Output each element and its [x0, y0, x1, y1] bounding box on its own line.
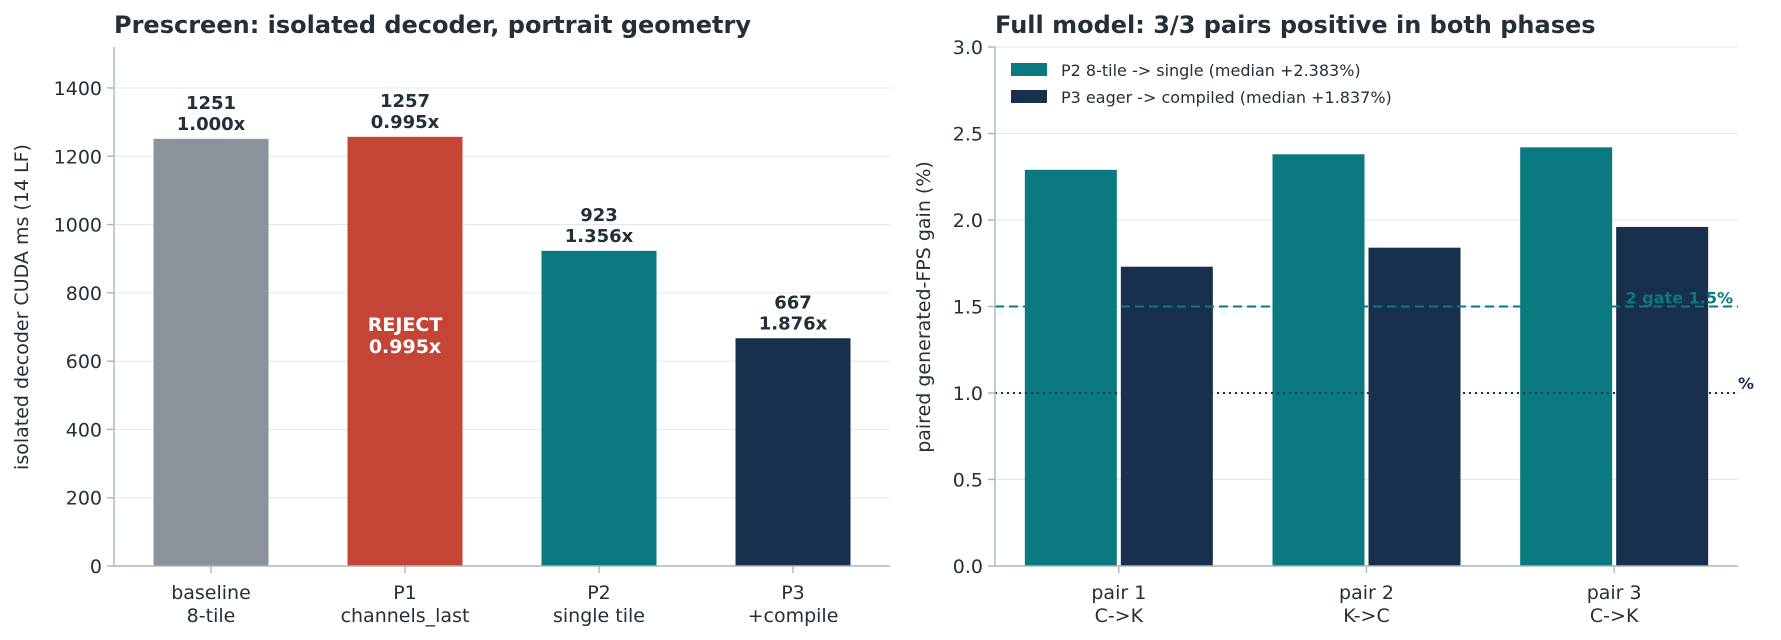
reject-label: REJECT — [368, 314, 443, 336]
right-bar-p3 — [1120, 266, 1213, 566]
right-y-tick-label: 1.5 — [953, 297, 983, 319]
right-x-tick-label: pair 3 — [1587, 582, 1642, 604]
left-value-label: 1251 — [186, 93, 236, 114]
left-x-tick-label-sub: channels_last — [341, 605, 470, 627]
reject-speedup-label: 0.995x — [369, 336, 441, 358]
left-y-tick-label: 600 — [66, 351, 102, 373]
left-bar — [735, 338, 851, 566]
right-bar-p3 — [1616, 226, 1709, 567]
left-value-label: 1257 — [380, 91, 430, 112]
left-y-ticks: 0 200 400 600 800 1000 1200 1400 — [54, 78, 114, 578]
right-y-tick-label: 2.0 — [953, 210, 983, 232]
right-y-tick-label: 0.0 — [953, 556, 983, 578]
left-speedup-label: 1.876x — [759, 313, 828, 334]
left-y-tick-label: 800 — [66, 283, 102, 305]
legend-swatch — [1011, 63, 1047, 76]
left-value-label: 667 — [774, 292, 812, 313]
left-x-tick-label: baseline — [171, 582, 251, 604]
left-y-tick-label: 200 — [66, 488, 102, 510]
p3-gate-label: P3 — [1622, 374, 1645, 393]
left-speedup-label: 1.356x — [565, 226, 634, 247]
left-chart-title: Prescreen: isolated decoder, portrait ge… — [114, 11, 751, 39]
left-bars — [153, 136, 851, 566]
left-bar — [541, 250, 657, 566]
right-y-ticks: 0.0 0.5 1.0 1.5 2.0 2.5 3.0 — [953, 37, 995, 578]
right-x-tick-label-sub: C->K — [1095, 605, 1144, 627]
left-value-label: 923 — [580, 205, 618, 226]
left-data-labels: 12511.000x12570.995x9231.356x6671.876xRE… — [177, 91, 828, 358]
right-x-tick-label: pair 2 — [1339, 582, 1394, 604]
left-y-tick-label: 400 — [66, 419, 102, 441]
left-y-tick-label: 1000 — [54, 215, 102, 237]
right-y-tick-label: 2.5 — [953, 124, 983, 146]
right-x-tick-label: pair 1 — [1091, 582, 1146, 604]
right-bar-p2 — [1024, 169, 1117, 566]
left-y-tick-label: 0 — [90, 556, 102, 578]
right-x-tick-label-sub: C->K — [1590, 605, 1639, 627]
right-legend: P2 8-tile -> single (median +2.383%) P3 e… — [1011, 61, 1392, 107]
legend-label: P2 8-tile -> single (median +2.383%) — [1061, 61, 1361, 80]
left-speedup-label: 1.000x — [177, 114, 246, 135]
left-y-axis-label: isolated decoder CUDA ms (14 LF) — [11, 144, 33, 470]
legend-label: P3 eager -> compiled (median +1.837%) — [1061, 88, 1392, 107]
right-y-tick-label: 0.5 — [953, 470, 983, 492]
left-x-tick-label: P2 — [587, 582, 611, 604]
right-x-tick-label-sub: K->C — [1343, 605, 1390, 627]
right-gridlines — [995, 46, 1738, 480]
p2-gate-label: 2 gate 1.5% — [1626, 289, 1733, 308]
right-y-tick-label: 3.0 — [953, 37, 983, 59]
left-y-tick-label: 1200 — [54, 146, 102, 168]
legend-swatch — [1011, 90, 1047, 103]
right-chart-title: Full model: 3/3 pairs positive in both p… — [995, 11, 1596, 39]
left-x-tick-label-sub: single tile — [553, 605, 645, 627]
right-y-axis-label: paired generated-FPS gain (%) — [913, 161, 935, 453]
left-x-tick-label-sub: +compile — [748, 605, 839, 627]
right-bar-p2 — [1520, 147, 1613, 566]
left-x-tick-label: P3 — [781, 582, 805, 604]
right-reference-lines: 2 gate 1.5% P3% — [995, 289, 1754, 394]
left-chart: Prescreen: isolated decoder, portrait ge… — [11, 11, 890, 627]
left-x-tick-label-sub: 8-tile — [187, 605, 236, 627]
right-bar-p3 — [1368, 247, 1461, 566]
right-chart: Full model: 3/3 pairs positive in both p… — [913, 11, 1754, 627]
left-bar — [347, 136, 463, 566]
p3-gate-label-end: % — [1738, 374, 1754, 393]
right-y-tick-label: 1.0 — [953, 383, 983, 405]
left-speedup-label: 0.995x — [371, 112, 440, 133]
left-bar — [153, 138, 269, 566]
left-y-tick-label: 1400 — [54, 78, 102, 100]
right-bar-p2 — [1272, 154, 1365, 566]
right-bars — [1024, 147, 1709, 567]
left-x-tick-label: P1 — [393, 582, 417, 604]
